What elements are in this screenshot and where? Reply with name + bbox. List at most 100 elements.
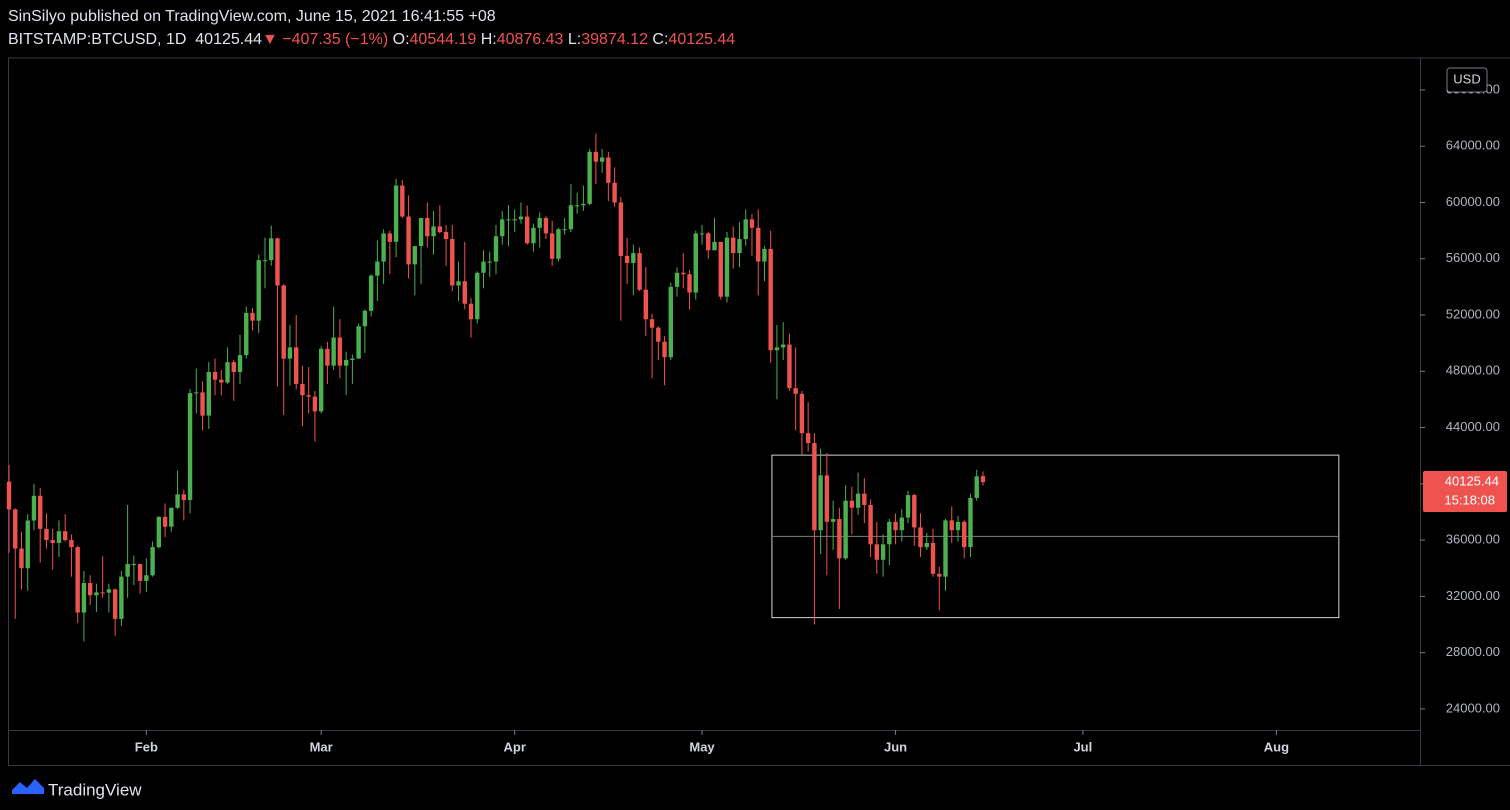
candle-body (556, 229, 561, 259)
candle-body (275, 238, 280, 286)
candle-body (62, 531, 68, 541)
candle-body (524, 216, 530, 244)
candle-body (662, 341, 667, 358)
frame (8, 57, 1510, 766)
candle-body (437, 226, 442, 233)
candle-body (531, 227, 536, 244)
candle-body (874, 544, 880, 560)
candle-body (606, 157, 611, 183)
candle-body (475, 272, 480, 320)
candle-body (150, 547, 155, 576)
candle-body (343, 360, 349, 366)
publish-line: SinSilyo published on TradingView.com, J… (8, 8, 496, 25)
candle-body (131, 564, 137, 566)
candle-body (87, 582, 93, 596)
candle-body (724, 237, 730, 297)
y-tick-label: 52000.00 (1446, 306, 1500, 321)
candle-body (44, 528, 49, 541)
candle-body (506, 219, 511, 221)
candle-body (287, 347, 293, 359)
candle-body (880, 544, 886, 560)
candle-body (762, 248, 767, 262)
candle-body (581, 203, 586, 206)
candle-body (862, 493, 867, 505)
candle-body (325, 348, 330, 366)
x-tick-label: Apr (504, 739, 526, 754)
candle-body (681, 272, 686, 275)
candle-body (181, 494, 187, 500)
y-tick-label: 28000.00 (1446, 644, 1500, 659)
logo: TradingView (12, 779, 142, 799)
price-change: −407.35 (−1%) (282, 31, 389, 48)
candle-body (749, 219, 755, 228)
candle-body (562, 229, 567, 231)
candle-body (768, 248, 773, 351)
candle-body (456, 281, 461, 286)
candle-body (381, 233, 386, 262)
candle-body (818, 475, 823, 531)
candle-body (737, 239, 742, 254)
candle-body (106, 589, 112, 593)
candle-body (144, 575, 149, 581)
candle-body (250, 312, 255, 321)
price-badge-label: 40125.44 (1445, 473, 1499, 488)
candle-body (318, 348, 324, 412)
candle-body (356, 326, 361, 359)
candle-body (500, 219, 505, 237)
candle-body (830, 518, 836, 522)
candle-body (219, 379, 224, 383)
y-tick-label: 60000.00 (1446, 194, 1500, 209)
candle-body (393, 185, 399, 242)
candle-body (837, 518, 842, 559)
candle-body (612, 182, 617, 203)
candle-body (512, 219, 517, 221)
candle-body (643, 289, 649, 320)
candle-body (31, 495, 37, 521)
ohlc-value: 40125.44 (668, 31, 736, 48)
candle-body (537, 217, 542, 228)
y-tick-label: 48000.00 (1446, 363, 1500, 378)
candle-body (693, 233, 698, 293)
candle-body (156, 516, 162, 548)
candle-body (56, 531, 62, 543)
price-badge (1423, 471, 1507, 513)
candle-body (244, 312, 249, 356)
x-tick-label: May (689, 739, 715, 754)
candle-body (262, 260, 268, 262)
candle-body (443, 232, 449, 240)
symbol: BITSTAMP:BTCUSD, 1D (8, 31, 187, 48)
ohlc-value: 40876.43 (496, 31, 564, 48)
x-tick-label: Mar (310, 739, 333, 754)
currency-label: USD (1453, 71, 1480, 86)
candle-body (162, 516, 168, 527)
candle-body (568, 205, 574, 230)
candle-body (119, 576, 124, 619)
candle-body (962, 521, 967, 548)
candle-body (687, 274, 692, 293)
candle-body (306, 395, 311, 397)
candle-body (13, 509, 18, 549)
candle-body (899, 517, 905, 531)
candle-body (974, 476, 979, 498)
candle-body (137, 564, 143, 581)
candle-body (187, 393, 193, 500)
candle-body (887, 521, 892, 545)
y-tick-label: 44000.00 (1446, 419, 1500, 434)
candle-body (731, 237, 736, 254)
candle-body (574, 205, 580, 207)
candle-body (418, 217, 424, 247)
candle-body (868, 504, 873, 545)
candle-body (281, 285, 286, 359)
candle-body (699, 233, 705, 235)
candle-body (543, 217, 549, 234)
candle-body (812, 443, 817, 531)
candle-body (893, 521, 898, 531)
candle-body (412, 246, 418, 265)
candle-body (743, 219, 748, 240)
candle-body (269, 238, 274, 261)
candle-body (225, 362, 230, 383)
candle-body (69, 540, 74, 548)
candle-body (599, 157, 605, 162)
logo-text: TradingView (48, 780, 142, 799)
